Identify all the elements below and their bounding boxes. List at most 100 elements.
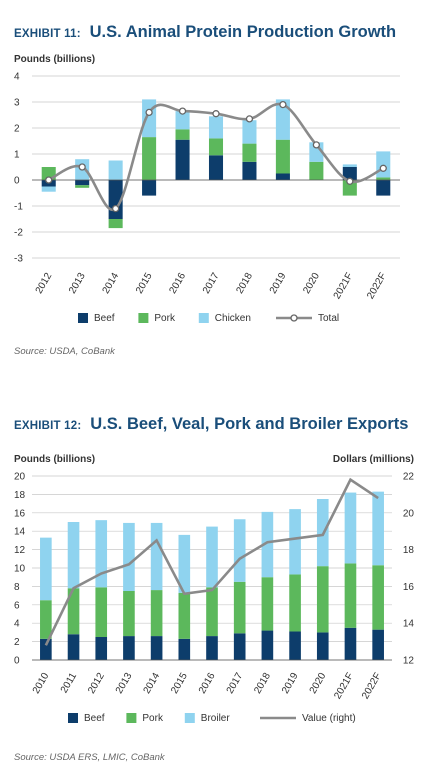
ex11-bar-beef-2022F xyxy=(376,180,391,196)
exhibit-11-title: EXHIBIT 11: U.S. Animal Protein Producti… xyxy=(14,8,396,45)
ex12-bar-pork-2015 xyxy=(178,592,191,639)
ex12-line-value-right- xyxy=(44,477,379,646)
ex12-bar-beef-2011 xyxy=(67,634,80,660)
ex12-x-tick-label: 2018 xyxy=(252,671,273,696)
ex12-x-tick-label: 2017 xyxy=(225,671,246,696)
ex12-y2-tick-label: 22 xyxy=(403,472,415,483)
ex12-bar-broiler-2018 xyxy=(261,511,274,578)
ex11-bar-pork-2015 xyxy=(142,137,157,180)
ex11-y-tick-label: -1 xyxy=(14,202,23,213)
exhibit-12-name: U.S. Beef, Veal, Pork and Broiler Export… xyxy=(90,415,409,433)
ex11-y-tick-label: 1 xyxy=(14,150,20,161)
ex12-x-tick-label: 2014 xyxy=(142,671,163,696)
ex11-legend-item-chicken: Chicken xyxy=(198,313,251,324)
ex12-bar-pork-2010 xyxy=(40,600,52,639)
ex12-legend-item-broiler: Broiler xyxy=(184,713,231,724)
ex11-bar-beef-2017 xyxy=(208,155,224,180)
ex12-legend-item-beef: Beef xyxy=(68,713,105,724)
ex12-bar-beef-2013 xyxy=(123,636,135,660)
ex12-x-tick-label: 2015 xyxy=(169,671,190,696)
ex11-bar-chicken-2021F xyxy=(342,164,357,167)
ex12-legend-item-pork: Pork xyxy=(126,713,164,724)
ex11-line-point-2020 xyxy=(312,141,321,149)
ex11-legend-marker xyxy=(290,314,298,322)
ex11-y-tick-label: 4 xyxy=(14,72,20,83)
ex12-bar-pork-2014 xyxy=(150,590,163,637)
ex12-bar-broiler-2021F xyxy=(344,492,357,564)
ex11-y-tick-label: 0 xyxy=(14,176,20,187)
ex12-bar-broiler-2012 xyxy=(95,520,108,588)
ex12-bar-pork-2022F xyxy=(372,565,384,630)
ex12-x-tick-label: 2010 xyxy=(31,671,52,696)
ex11-bar-chicken-2016 xyxy=(175,111,190,130)
ex11-line-point-2021F xyxy=(346,177,354,185)
exhibit-11-source: Source: USDA, CoBank xyxy=(14,346,115,357)
ex12-y-tick-label: 0 xyxy=(14,656,20,667)
ex12-y2-tick-label: 18 xyxy=(403,545,415,556)
ex12-bar-broiler-2010 xyxy=(40,537,52,601)
ex11-bar-beef-2013 xyxy=(75,180,90,186)
ex12-legend-label: Pork xyxy=(142,713,164,724)
ex12-legend-swatch xyxy=(126,713,137,723)
ex11-bar-beef-2015 xyxy=(142,180,157,196)
ex11-bar-beef-2016 xyxy=(175,139,190,180)
ex12-bar-broiler-2019 xyxy=(289,509,301,575)
ex11-legend-label: Beef xyxy=(94,313,115,324)
ex12-legend-label: Broiler xyxy=(201,713,231,724)
exhibit-11-name: U.S. Animal Protein Production Growth xyxy=(89,23,397,41)
exhibit-11-tag: EXHIBIT 11: xyxy=(14,28,81,40)
ex12-y-tick-label: 12 xyxy=(14,545,26,556)
ex11-y-tick-label: -3 xyxy=(14,254,23,265)
ex12-legend-swatch xyxy=(184,713,195,723)
ex12-bar-pork-2016 xyxy=(206,587,218,637)
ex12-x-tick-label: 2012 xyxy=(86,671,107,696)
ex12-x-tick-label: 2011 xyxy=(59,671,79,696)
ex12-x-tick-label: 2013 xyxy=(114,671,135,696)
ex12-y2-tick-label: 20 xyxy=(403,508,415,519)
ex11-legend-label: Chicken xyxy=(215,313,251,324)
ex11-bar-chicken-2019 xyxy=(275,99,290,140)
ex12-y2-axis-title: Dollars (millions) xyxy=(333,454,414,465)
ex11-bar-pork-2013 xyxy=(75,185,90,188)
ex12-bar-broiler-2013 xyxy=(123,522,135,591)
ex12-x-tick-label: 2019 xyxy=(280,671,301,696)
ex12-bar-broiler-2015 xyxy=(178,534,191,593)
ex12-bar-beef-2014 xyxy=(150,636,163,660)
ex12-bar-pork-2017 xyxy=(233,581,246,634)
ex12-y2-tick-label: 16 xyxy=(403,582,415,593)
ex11-bar-chicken-2014 xyxy=(108,160,123,180)
ex11-line-point-2017 xyxy=(212,110,220,118)
ex11-line-point-2015 xyxy=(145,108,153,117)
ex12-x-tick-label: 2022F xyxy=(360,671,384,701)
exhibit-12-source: Source: USDA ERS, LMIC, CoBank xyxy=(14,752,165,763)
ex11-bar-beef-2021F xyxy=(342,167,357,180)
ex12-y-tick-label: 8 xyxy=(14,582,20,593)
ex11-y-tick-label: -2 xyxy=(14,228,23,239)
ex12-bar-beef-2022F xyxy=(372,629,384,660)
ex12-bar-beef-2012 xyxy=(95,637,108,660)
ex12-bar-broiler-2011 xyxy=(67,522,80,589)
ex12-bar-beef-2019 xyxy=(289,631,301,660)
ex12-y2-tick-label: 12 xyxy=(403,656,415,667)
ex12-y-tick-label: 2 xyxy=(14,637,20,648)
ex11-legend-label: Total xyxy=(318,313,339,324)
ex12-y-tick-label: 20 xyxy=(14,472,26,483)
ex11-y-tick-label: 2 xyxy=(14,124,20,135)
ex11-bar-chicken-2017 xyxy=(208,116,224,139)
ex11-bar-chicken-2018 xyxy=(242,120,257,144)
ex11-legend-swatch xyxy=(138,313,149,323)
ex11-line-point-2013 xyxy=(78,163,86,171)
ex12-bar-beef-2021F xyxy=(344,627,357,660)
ex11-bar-beef-2018 xyxy=(242,161,257,180)
ex11-bar-pork-2014 xyxy=(108,219,123,229)
ex12-bar-broiler-2014 xyxy=(150,522,163,591)
ex12-legend-item-value-right-: Value (right) xyxy=(260,713,356,724)
ex12-bar-broiler-2017 xyxy=(233,519,246,582)
ex12-bar-beef-2010 xyxy=(40,638,52,660)
ex12-x-tick-label: 2020 xyxy=(308,671,329,696)
ex12-bar-pork-2020 xyxy=(316,566,329,633)
ex12-bar-beef-2020 xyxy=(316,632,329,660)
ex11-legend-swatch xyxy=(198,313,209,323)
ex11-line-point-2012 xyxy=(45,176,53,184)
